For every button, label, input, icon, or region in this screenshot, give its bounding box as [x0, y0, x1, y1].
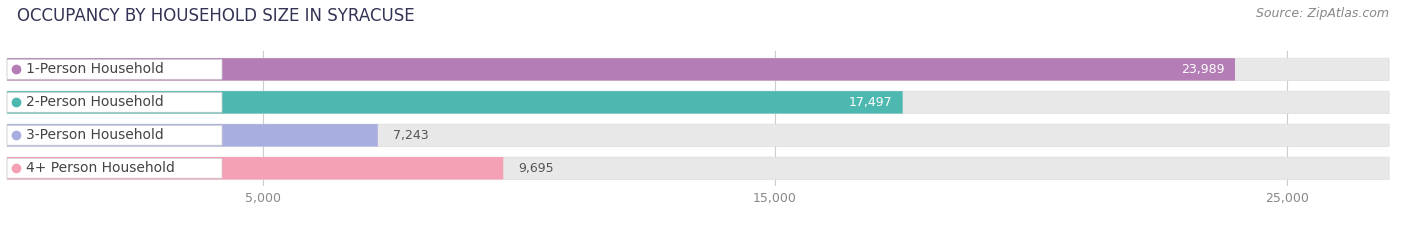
Text: 1-Person Household: 1-Person Household — [27, 62, 165, 76]
Text: 17,497: 17,497 — [849, 96, 893, 109]
Text: 3-Person Household: 3-Person Household — [27, 128, 165, 142]
Text: Source: ZipAtlas.com: Source: ZipAtlas.com — [1256, 7, 1389, 20]
FancyBboxPatch shape — [7, 124, 378, 147]
Text: 4+ Person Household: 4+ Person Household — [27, 161, 176, 175]
Text: OCCUPANCY BY HOUSEHOLD SIZE IN SYRACUSE: OCCUPANCY BY HOUSEHOLD SIZE IN SYRACUSE — [17, 7, 415, 25]
FancyBboxPatch shape — [7, 125, 222, 145]
Text: 9,695: 9,695 — [519, 162, 554, 175]
FancyBboxPatch shape — [7, 124, 1389, 147]
FancyBboxPatch shape — [7, 157, 503, 179]
FancyBboxPatch shape — [7, 158, 222, 178]
Text: 23,989: 23,989 — [1181, 63, 1225, 76]
Text: 7,243: 7,243 — [394, 129, 429, 142]
FancyBboxPatch shape — [7, 93, 222, 112]
FancyBboxPatch shape — [7, 59, 222, 79]
FancyBboxPatch shape — [7, 91, 903, 113]
Text: 2-Person Household: 2-Person Household — [27, 95, 165, 109]
FancyBboxPatch shape — [7, 91, 1389, 113]
FancyBboxPatch shape — [7, 58, 1234, 81]
FancyBboxPatch shape — [7, 157, 1389, 179]
FancyBboxPatch shape — [7, 58, 1389, 81]
